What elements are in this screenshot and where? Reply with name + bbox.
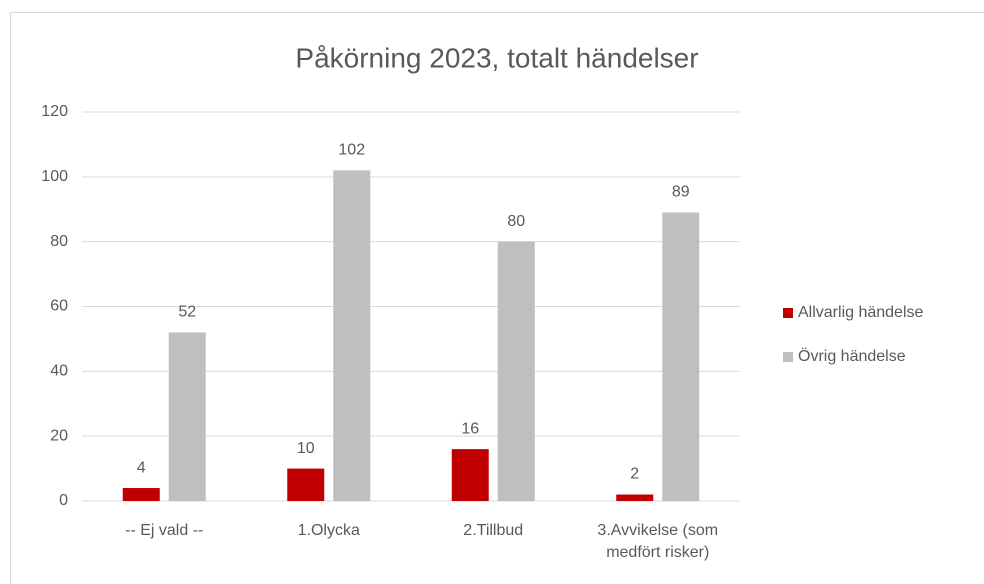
legend-label: Allvarlig händelse	[798, 304, 924, 321]
y-tick-label: 120	[41, 103, 68, 120]
legend-swatch	[783, 352, 793, 362]
y-tick-label: 80	[50, 233, 68, 250]
data-label: 80	[507, 213, 525, 230]
data-label: 2	[630, 466, 639, 483]
x-tick-label: 1.Olycka	[297, 522, 360, 539]
legend-swatch	[783, 308, 793, 318]
y-tick-label: 0	[59, 492, 68, 509]
bar	[497, 241, 535, 501]
data-label: 10	[297, 440, 315, 457]
bar	[168, 332, 206, 501]
y-tick-label: 60	[50, 298, 68, 315]
data-label: 4	[137, 459, 146, 476]
y-tick-label: 40	[50, 363, 68, 380]
bar	[333, 170, 371, 501]
data-label: 52	[178, 304, 196, 321]
data-label: 89	[672, 184, 690, 201]
legend-label: Övrig händelse	[798, 347, 906, 365]
bar	[122, 488, 160, 501]
chart-title: Påkörning 2023, totalt händelser	[295, 42, 698, 73]
data-label: 102	[338, 142, 365, 159]
x-tick-label: 2.Tillbud	[463, 522, 524, 539]
data-label: 16	[461, 420, 479, 437]
bar	[287, 468, 325, 501]
x-tick-label: 3.Avvikelse (som medfört risker)	[597, 522, 719, 561]
y-tick-label: 20	[50, 427, 68, 444]
y-tick-label: 100	[41, 168, 68, 185]
bar	[662, 212, 700, 501]
x-tick-label: -- Ej vald --	[125, 522, 204, 539]
bar	[616, 494, 654, 501]
bar	[451, 449, 489, 501]
